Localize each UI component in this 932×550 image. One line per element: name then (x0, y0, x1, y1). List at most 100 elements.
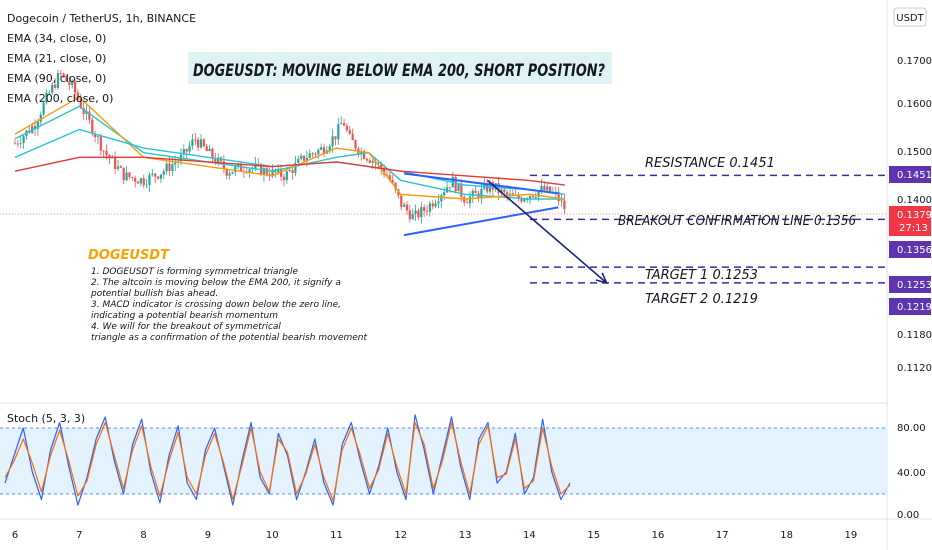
currency-badge[interactable] (893, 7, 927, 27)
candle-body (294, 162, 297, 173)
candle-body (548, 186, 552, 193)
candle-body (400, 195, 403, 207)
ema-21-label[interactable]: EMA (21, close, 0) (7, 52, 106, 65)
candle-body (411, 214, 414, 220)
time-tick: 9 (205, 530, 211, 541)
time-tick: 6 (12, 530, 18, 541)
price-tick: 0.1180 (897, 330, 932, 341)
candle-body (194, 139, 197, 141)
candle-body (291, 170, 294, 173)
time-tick: 10 (266, 530, 279, 541)
candle-body (94, 133, 97, 138)
note-line: 4. We will for the breakout of symmetric… (91, 322, 281, 332)
time-tick: 15 (587, 530, 600, 541)
candle-body (159, 174, 163, 179)
candle-body (302, 155, 306, 161)
candle-body (437, 201, 440, 204)
candle-body (345, 125, 349, 131)
candle-body (474, 190, 477, 194)
candle-body (254, 164, 257, 169)
horizontal-levels (530, 174, 887, 284)
candle-body (506, 192, 509, 195)
candle-body (197, 139, 200, 148)
note-line: potential bullish bias ahead. (90, 289, 218, 299)
candle-body (460, 183, 463, 197)
candle-body (471, 190, 474, 197)
candle-body (39, 114, 42, 122)
candle-body (96, 136, 100, 138)
candle-body (417, 210, 420, 218)
headline: DOGEUSDT: MOVING BELOW EMA 200, SHORT PO… (193, 61, 605, 81)
candle-body (33, 126, 37, 129)
candle-body (285, 171, 288, 181)
ema-line (14, 156, 565, 186)
arrow-shaft (487, 179, 608, 284)
candle-body (139, 178, 142, 184)
note-body: 1. DOGEUSDT is forming symmetrical trian… (90, 267, 367, 343)
candle-body (185, 149, 188, 152)
candle-body (225, 169, 228, 176)
candle-body (351, 133, 354, 141)
stoch-overbought-oversold-band (0, 428, 887, 494)
candle-body (99, 136, 102, 151)
time-tick: 7 (76, 530, 82, 541)
candle-body (425, 210, 429, 212)
candle-body (88, 111, 91, 120)
candle-body (500, 189, 503, 193)
candle-body (414, 210, 417, 215)
candle-body (391, 179, 394, 183)
candle-body (405, 204, 409, 211)
price-tick: 0.1400 (897, 195, 932, 206)
note-line: 3. MACD indicator is crossing down below… (91, 300, 341, 310)
candle-body (557, 191, 560, 202)
candle-body (408, 210, 411, 220)
note-line: triangle as a confirmation of the potent… (91, 333, 367, 343)
symbol-title: Dogecoin / TetherUS, 1h, BINANCE (7, 12, 196, 25)
time-tick: 16 (652, 530, 665, 541)
note-title: DOGEUSDT (88, 248, 170, 263)
candle-body (360, 151, 363, 154)
candle-body (508, 193, 512, 195)
stoch-tick: 40.00 (897, 468, 926, 479)
candle-body (19, 142, 22, 144)
candle-body (125, 172, 128, 181)
time-tick: 12 (394, 530, 407, 541)
candle-body (116, 166, 120, 169)
candle-body (234, 166, 237, 172)
candle-body (420, 207, 423, 218)
candle-body (168, 163, 171, 172)
candle-body (308, 153, 311, 158)
candle-body (503, 189, 506, 193)
candle-body (465, 202, 469, 204)
candle-body (365, 158, 369, 161)
candle-body (136, 181, 140, 184)
candle-body (523, 199, 526, 202)
candle-body (56, 73, 60, 88)
candle-body (371, 161, 374, 163)
candle-body (122, 167, 125, 181)
candle-body (48, 92, 51, 94)
stoch-tick: 0.00 (897, 510, 919, 521)
target-1-label: TARGET 1 0.1253 (645, 268, 758, 283)
candle-body (282, 176, 286, 181)
stoch-label[interactable]: Stoch (5, 3, 3) (7, 412, 85, 425)
candle-body (248, 169, 251, 173)
target-2-label: TARGET 2 0.1219 (645, 292, 758, 307)
candle-body (560, 200, 563, 202)
ema-90-label[interactable]: EMA (90, close, 0) (7, 72, 106, 85)
time-tick: 11 (330, 530, 343, 541)
candle-body (228, 173, 231, 176)
candle-body (454, 176, 457, 192)
candle-body (205, 146, 208, 152)
candle-body (91, 119, 94, 134)
symmetrical-triangle (403, 172, 559, 237)
candle-body (297, 158, 300, 163)
candle-body (211, 148, 214, 159)
candle-body (65, 75, 68, 82)
candle-body (214, 158, 217, 163)
ema-200-label[interactable]: EMA (200, close, 0) (7, 92, 113, 105)
candle-body (348, 130, 351, 134)
candle-body (320, 147, 323, 150)
ema-34-label[interactable]: EMA (34, close, 0) (7, 32, 106, 45)
